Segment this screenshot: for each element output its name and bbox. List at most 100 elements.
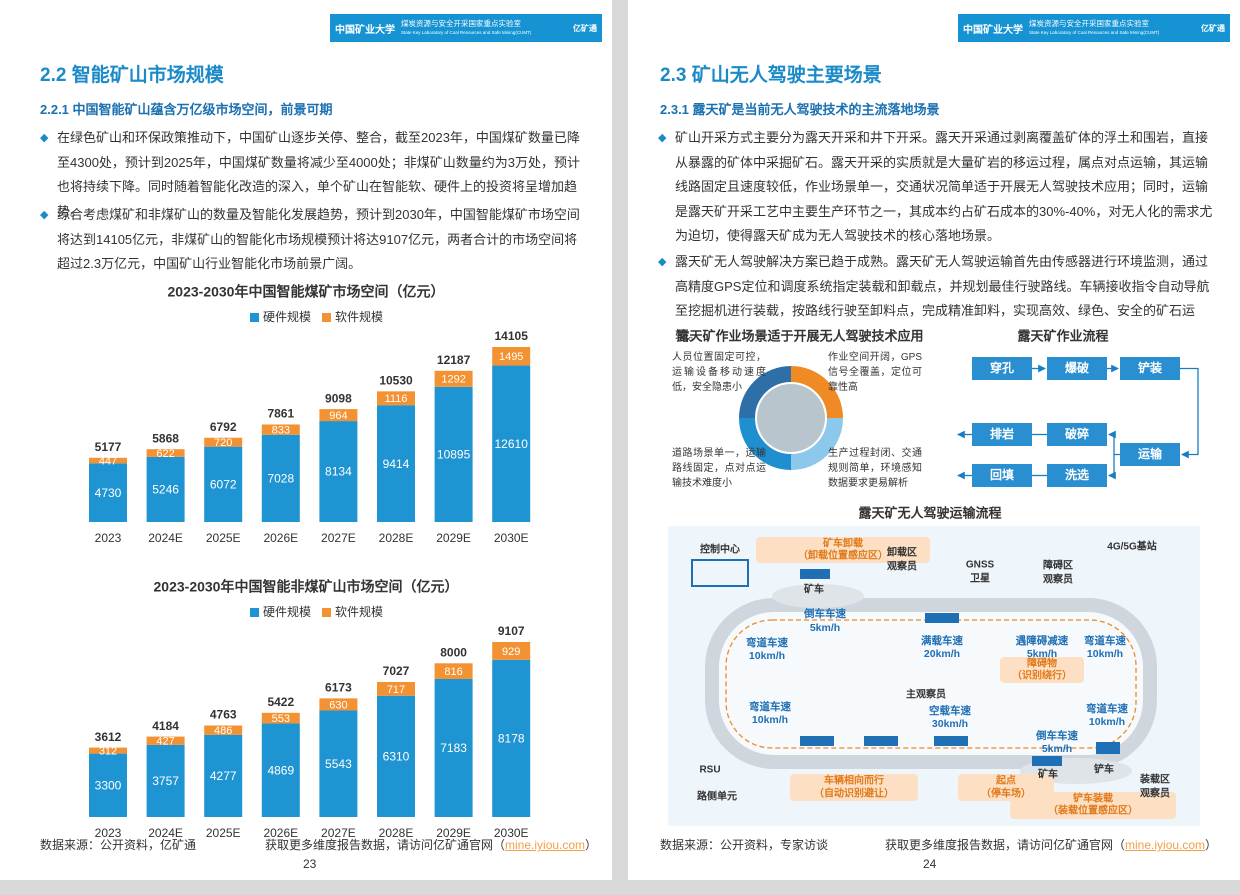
x-tick-label: 2028E bbox=[379, 531, 414, 545]
map-label: （停车场） bbox=[981, 787, 1031, 800]
legend-label: 软件规模 bbox=[335, 309, 383, 324]
unload-zone bbox=[772, 584, 864, 608]
process-step-label: 破碎 bbox=[1065, 426, 1089, 441]
process-step bbox=[1047, 357, 1107, 380]
site-link[interactable]: mine.iyiou.com bbox=[1125, 838, 1206, 852]
bar-segment bbox=[319, 698, 358, 711]
value-label: 312 bbox=[99, 745, 117, 757]
value-label: 1116 bbox=[385, 393, 408, 405]
total-label: 3612 bbox=[95, 730, 122, 744]
bar-segment bbox=[89, 753, 127, 817]
visit-note: 获取更多维度报告数据，请访问亿矿通官网（mine.iyiou.com） bbox=[265, 836, 597, 853]
bar-segment bbox=[319, 409, 358, 422]
value-label: 7183 bbox=[440, 741, 467, 755]
track bbox=[705, 598, 1157, 769]
map-label: 矿车 bbox=[804, 583, 824, 596]
total-label: 5422 bbox=[267, 695, 294, 709]
total-label: 7027 bbox=[383, 664, 410, 678]
value-label: 1495 bbox=[499, 351, 523, 363]
value-label: 486 bbox=[214, 725, 232, 737]
bar-segment bbox=[261, 712, 300, 724]
subsection-title: 2.2.1 中国智能矿山蕴含万亿级市场空间，前景可期 bbox=[40, 102, 333, 117]
bar-segment bbox=[377, 681, 415, 696]
map-label: 车辆相向而行 bbox=[824, 774, 884, 787]
bar-segment bbox=[492, 642, 531, 660]
map-label: 卫星 bbox=[970, 573, 990, 585]
map-label: 5km/h bbox=[1027, 648, 1057, 660]
x-tick-label: 2027E bbox=[321, 826, 356, 840]
value-label: 7028 bbox=[267, 472, 294, 486]
ring-segment bbox=[739, 417, 792, 470]
map-label: RSU bbox=[699, 765, 720, 776]
bar-segment bbox=[261, 723, 300, 817]
diagram-title: 露天矿无人驾驶运输流程 bbox=[858, 505, 1001, 520]
process-step-label: 洗选 bbox=[1065, 467, 1089, 482]
map-label: 弯道车速 bbox=[1084, 634, 1126, 647]
map-label: 观察员 bbox=[1043, 573, 1073, 586]
x-tick-label: 2026E bbox=[263, 531, 298, 545]
value-label: 8178 bbox=[498, 732, 525, 746]
bar-segment bbox=[319, 710, 358, 817]
map-label: GNSS bbox=[966, 560, 995, 571]
source-note: 数据来源：公开资料，专家访谈 bbox=[660, 838, 829, 852]
visit-close: ） bbox=[585, 838, 598, 852]
label-box bbox=[756, 537, 930, 563]
bar-segment bbox=[434, 678, 473, 817]
x-tick-label: 2024E bbox=[148, 826, 183, 840]
route bbox=[725, 619, 1137, 749]
total-label: 12187 bbox=[437, 353, 471, 367]
bar-segment bbox=[492, 347, 531, 366]
map-label: 矿车卸载 bbox=[823, 537, 863, 550]
map-label: 装载区 bbox=[1139, 773, 1170, 786]
x-tick-label: 2023 bbox=[95, 531, 122, 545]
university: 中国矿业大学 bbox=[963, 24, 1023, 36]
map-label: 起点 bbox=[995, 774, 1016, 787]
total-label: 4763 bbox=[210, 708, 237, 722]
value-label: 6310 bbox=[383, 750, 410, 764]
total-label: 7861 bbox=[267, 407, 294, 421]
label-box bbox=[1000, 657, 1084, 683]
legend-swatch bbox=[322, 313, 331, 322]
value-label: 4277 bbox=[210, 769, 237, 783]
label-box bbox=[790, 774, 918, 801]
bar-segment bbox=[434, 370, 473, 387]
bar-segment bbox=[377, 695, 415, 817]
scenario-point: 作业空间开阔，GPS信号全覆盖，定位可靠性高 bbox=[828, 352, 922, 393]
section-title: 2.2 智能矿山市场规模 bbox=[40, 65, 224, 86]
bar-segment bbox=[261, 424, 300, 435]
map-label: 铲车 bbox=[1094, 763, 1114, 776]
label-box bbox=[1010, 792, 1176, 819]
map-label: 10km/h bbox=[1089, 716, 1125, 728]
value-label: 5246 bbox=[152, 483, 179, 497]
bullet: 露天矿无人驾驶解决方案已趋于成熟。露天矿无人驾驶运输首先由传感器进行环境监测，通… bbox=[658, 250, 1220, 348]
bar-segment bbox=[89, 463, 127, 522]
header-banner: 中国矿业大学 煤炭资源与安全开采国家重点实验室 State Key Laborat… bbox=[330, 14, 602, 42]
brand: 亿矿通 bbox=[1201, 23, 1225, 33]
value-label: 447 bbox=[99, 455, 117, 467]
value-label: 833 bbox=[272, 425, 290, 437]
chart-title: 2023-2030年中国智能煤矿市场空间（亿元） bbox=[168, 284, 445, 300]
page-right: 露天矿作业场景适于开展无人驾驶技术应用 露天矿作业流程 穿孔 爆破 铲装 运输 破碎 排岩 洗选… bbox=[628, 0, 1240, 880]
bar-segment bbox=[204, 437, 243, 447]
map-label: 铲车装载 bbox=[1073, 792, 1113, 805]
chart: 2023-2030年中国智能非煤矿山市场空间（亿元） 硬件规模 软件规模 2023 33… bbox=[89, 579, 531, 840]
chart: 2023-2030年中国智能煤矿市场空间（亿元） 硬件规模 软件规模 2023 4730… bbox=[89, 284, 531, 545]
map-label: 5km/h bbox=[810, 622, 840, 634]
map-label: （自动识别避让） bbox=[814, 787, 894, 800]
value-label: 4869 bbox=[267, 763, 294, 777]
x-tick-label: 2024E bbox=[148, 531, 183, 545]
map-label: 控制中心 bbox=[700, 543, 740, 556]
map-label: 4G/5G基站 bbox=[1107, 540, 1156, 553]
value-label: 5543 bbox=[325, 757, 352, 771]
page-left: 2023-2030年中国智能煤矿市场空间（亿元） 硬件规模 软件规模 2023 4730… bbox=[0, 0, 612, 880]
site-link[interactable]: mine.iyiou.com bbox=[505, 838, 586, 852]
bar-segment bbox=[146, 449, 185, 457]
total-label: 5868 bbox=[152, 431, 179, 445]
section-title: 2.3 矿山无人驾驶主要场景 bbox=[660, 65, 882, 86]
total-label: 4184 bbox=[152, 719, 179, 733]
chart-title: 2023-2030年中国智能非煤矿山市场空间（亿元） bbox=[154, 579, 459, 595]
process-step-label: 铲装 bbox=[1138, 360, 1162, 375]
bar-segment bbox=[492, 365, 531, 522]
process-step-label: 排岩 bbox=[990, 426, 1014, 441]
